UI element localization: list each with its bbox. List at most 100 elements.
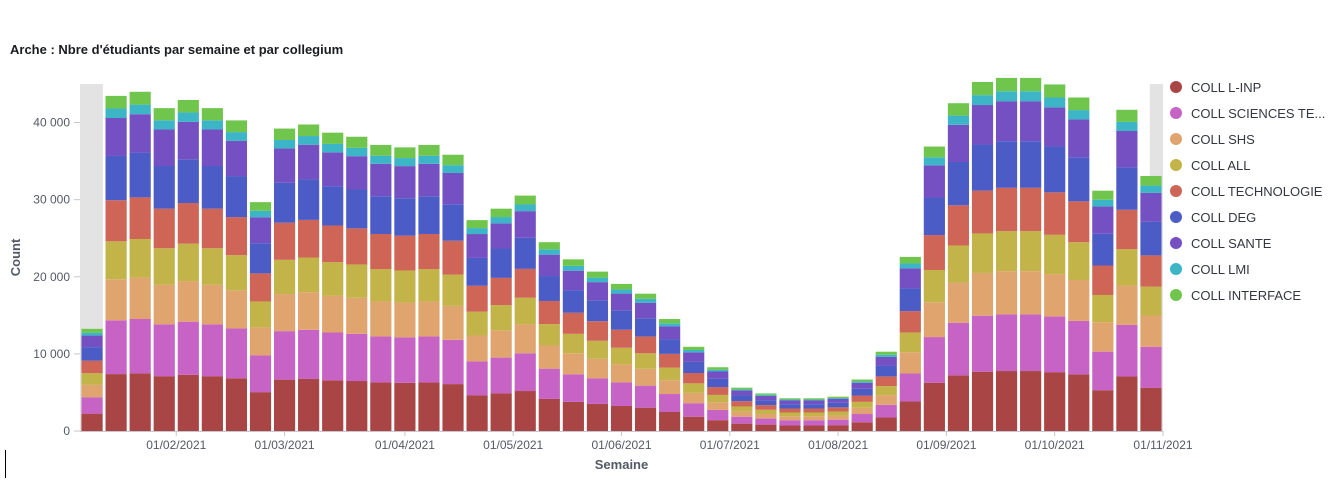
bar-segment-coll-lmi — [514, 204, 536, 212]
bar-segment-coll-sciences-te — [370, 336, 392, 383]
bar-segment-coll-all — [995, 231, 1018, 272]
bar-segment-coll-shs — [1116, 285, 1138, 325]
bar-segment-coll-all — [225, 255, 248, 291]
bar-segment-coll-technologie — [1140, 255, 1162, 287]
bar-segment-coll-interface — [683, 346, 705, 350]
bar-segment-coll-l-inp — [442, 384, 464, 431]
bar-segment-coll-sante — [81, 335, 103, 348]
bar-segment-coll-all — [923, 269, 945, 303]
legend-item[interactable]: COLL L-INP — [1170, 74, 1325, 100]
bar-segment-coll-sante — [803, 400, 825, 405]
bar-segment-coll-sante — [514, 211, 536, 238]
bar-segment-coll-technologie — [659, 353, 681, 368]
legend-item[interactable]: COLL SANTE — [1170, 230, 1325, 256]
bar-segment-coll-l-inp — [538, 398, 560, 431]
legend-item[interactable]: COLL SHS — [1170, 126, 1325, 152]
bar-segment-coll-lmi — [346, 147, 368, 157]
bar-segment-coll-technologie — [466, 285, 488, 312]
legend-item[interactable]: COLL LMI — [1170, 256, 1325, 282]
bar-segment-coll-deg — [851, 388, 873, 396]
bar-segment-coll-interface — [971, 81, 994, 96]
bar-segment-coll-all — [466, 311, 488, 336]
legend-item[interactable]: COLL INTERFACE — [1170, 282, 1325, 308]
bar-segment-coll-deg — [707, 378, 729, 388]
bar-segment-coll-deg — [731, 395, 753, 402]
legend-item[interactable]: COLL TECHNOLOGIE — [1170, 178, 1325, 204]
legend-item[interactable]: COLL SCIENCES TE... — [1170, 100, 1325, 126]
legend-label: COLL ALL — [1191, 157, 1251, 173]
bar-segment-coll-sante — [755, 395, 777, 401]
bar-segment-coll-sante — [659, 326, 681, 340]
bar-segment-coll-lmi — [1140, 185, 1162, 193]
bar-segment-coll-interface — [659, 319, 681, 324]
bar-segment-coll-interface — [418, 144, 440, 156]
bar-segment-coll-interface — [153, 108, 175, 121]
bar-segment-coll-shs — [634, 368, 657, 386]
bar-segment-coll-l-inp — [249, 392, 272, 431]
bar-segment-coll-lmi — [562, 265, 584, 271]
bar-segment-coll-shs — [1092, 322, 1114, 352]
bar-segment-coll-shs — [683, 392, 705, 404]
bar-segment-coll-sante — [1140, 192, 1162, 222]
bar-segment-coll-shs — [1068, 279, 1090, 321]
bar-segment-coll-l-inp — [586, 403, 609, 431]
bar-segment-coll-interface — [731, 387, 753, 390]
bar-segment-coll-all — [490, 305, 512, 331]
bar-segment-coll-deg — [779, 404, 801, 409]
bar-segment-coll-lmi — [418, 155, 440, 164]
bar-segment-coll-interface — [755, 393, 777, 395]
bar-segment-coll-all — [177, 243, 199, 282]
bar-segment-coll-l-inp — [346, 381, 368, 431]
bar-segment-coll-sciences-te — [466, 361, 488, 396]
bar-segment-coll-lmi — [803, 399, 825, 401]
bar-segment-coll-all — [538, 324, 560, 346]
bar-segment-coll-lmi — [153, 120, 175, 130]
legend-item[interactable]: COLL ALL — [1170, 152, 1325, 178]
bar-segment-coll-deg — [1116, 167, 1138, 210]
bar-segment-coll-shs — [610, 364, 633, 383]
bar-segment-coll-lmi — [1020, 91, 1042, 102]
y-tick-label: 10 000 — [33, 347, 70, 361]
bar-segment-coll-deg — [466, 257, 488, 286]
bar-segment-coll-lmi — [249, 210, 272, 218]
bar-segment-coll-technologie — [153, 208, 175, 249]
bar-segment-coll-lmi — [731, 389, 753, 391]
bar-segment-coll-shs — [322, 295, 344, 333]
bar-segment-coll-shs — [1020, 271, 1042, 315]
x-tick-label: 01/05/2021 — [483, 438, 543, 452]
bar-segment-coll-sciences-te — [995, 314, 1018, 372]
bar-segment-coll-interface — [610, 283, 633, 290]
x-tick-label: 01/10/2021 — [1025, 438, 1085, 452]
bar-segment-coll-shs — [490, 330, 512, 358]
bar-segment-coll-deg — [177, 159, 199, 204]
bar-segment-coll-all — [298, 257, 320, 293]
bar-segment-coll-all — [707, 394, 729, 403]
legend-color-dot — [1170, 107, 1182, 119]
bar-segment-coll-shs — [466, 335, 488, 362]
legend-item[interactable]: COLL DEG — [1170, 204, 1325, 230]
bar-segment-coll-lmi — [923, 157, 945, 166]
bar-segment-coll-sante — [971, 105, 994, 145]
bar-segment-coll-l-inp — [1020, 371, 1042, 431]
bar-segment-coll-technologie — [81, 360, 103, 374]
bar-segment-coll-deg — [1140, 221, 1162, 256]
bar-segment-coll-technologie — [827, 407, 849, 412]
bar-segment-coll-all — [1068, 242, 1090, 280]
bar-segment-coll-sante — [995, 101, 1018, 142]
legend-label: COLL LMI — [1191, 261, 1250, 277]
bar-segment-coll-shs — [225, 290, 248, 329]
bar-segment-coll-technologie — [249, 273, 272, 302]
bar-segment-coll-shs — [298, 292, 320, 330]
bar-segment-coll-l-inp — [995, 371, 1018, 431]
bar-segment-coll-sciences-te — [586, 378, 609, 404]
bar-segment-coll-lmi — [995, 91, 1018, 102]
bar-segment-coll-deg — [514, 237, 536, 269]
bar-segment-coll-sante — [562, 270, 584, 291]
bar-segment-coll-l-inp — [803, 425, 825, 431]
bar-segment-coll-deg — [225, 176, 248, 218]
x-tick-label: 01/08/2021 — [808, 438, 868, 452]
bar-segment-coll-sciences-te — [731, 416, 753, 424]
bar-segment-coll-shs — [105, 279, 127, 321]
bar-segment-coll-l-inp — [827, 425, 849, 431]
bar-segment-coll-sciences-te — [442, 339, 464, 385]
